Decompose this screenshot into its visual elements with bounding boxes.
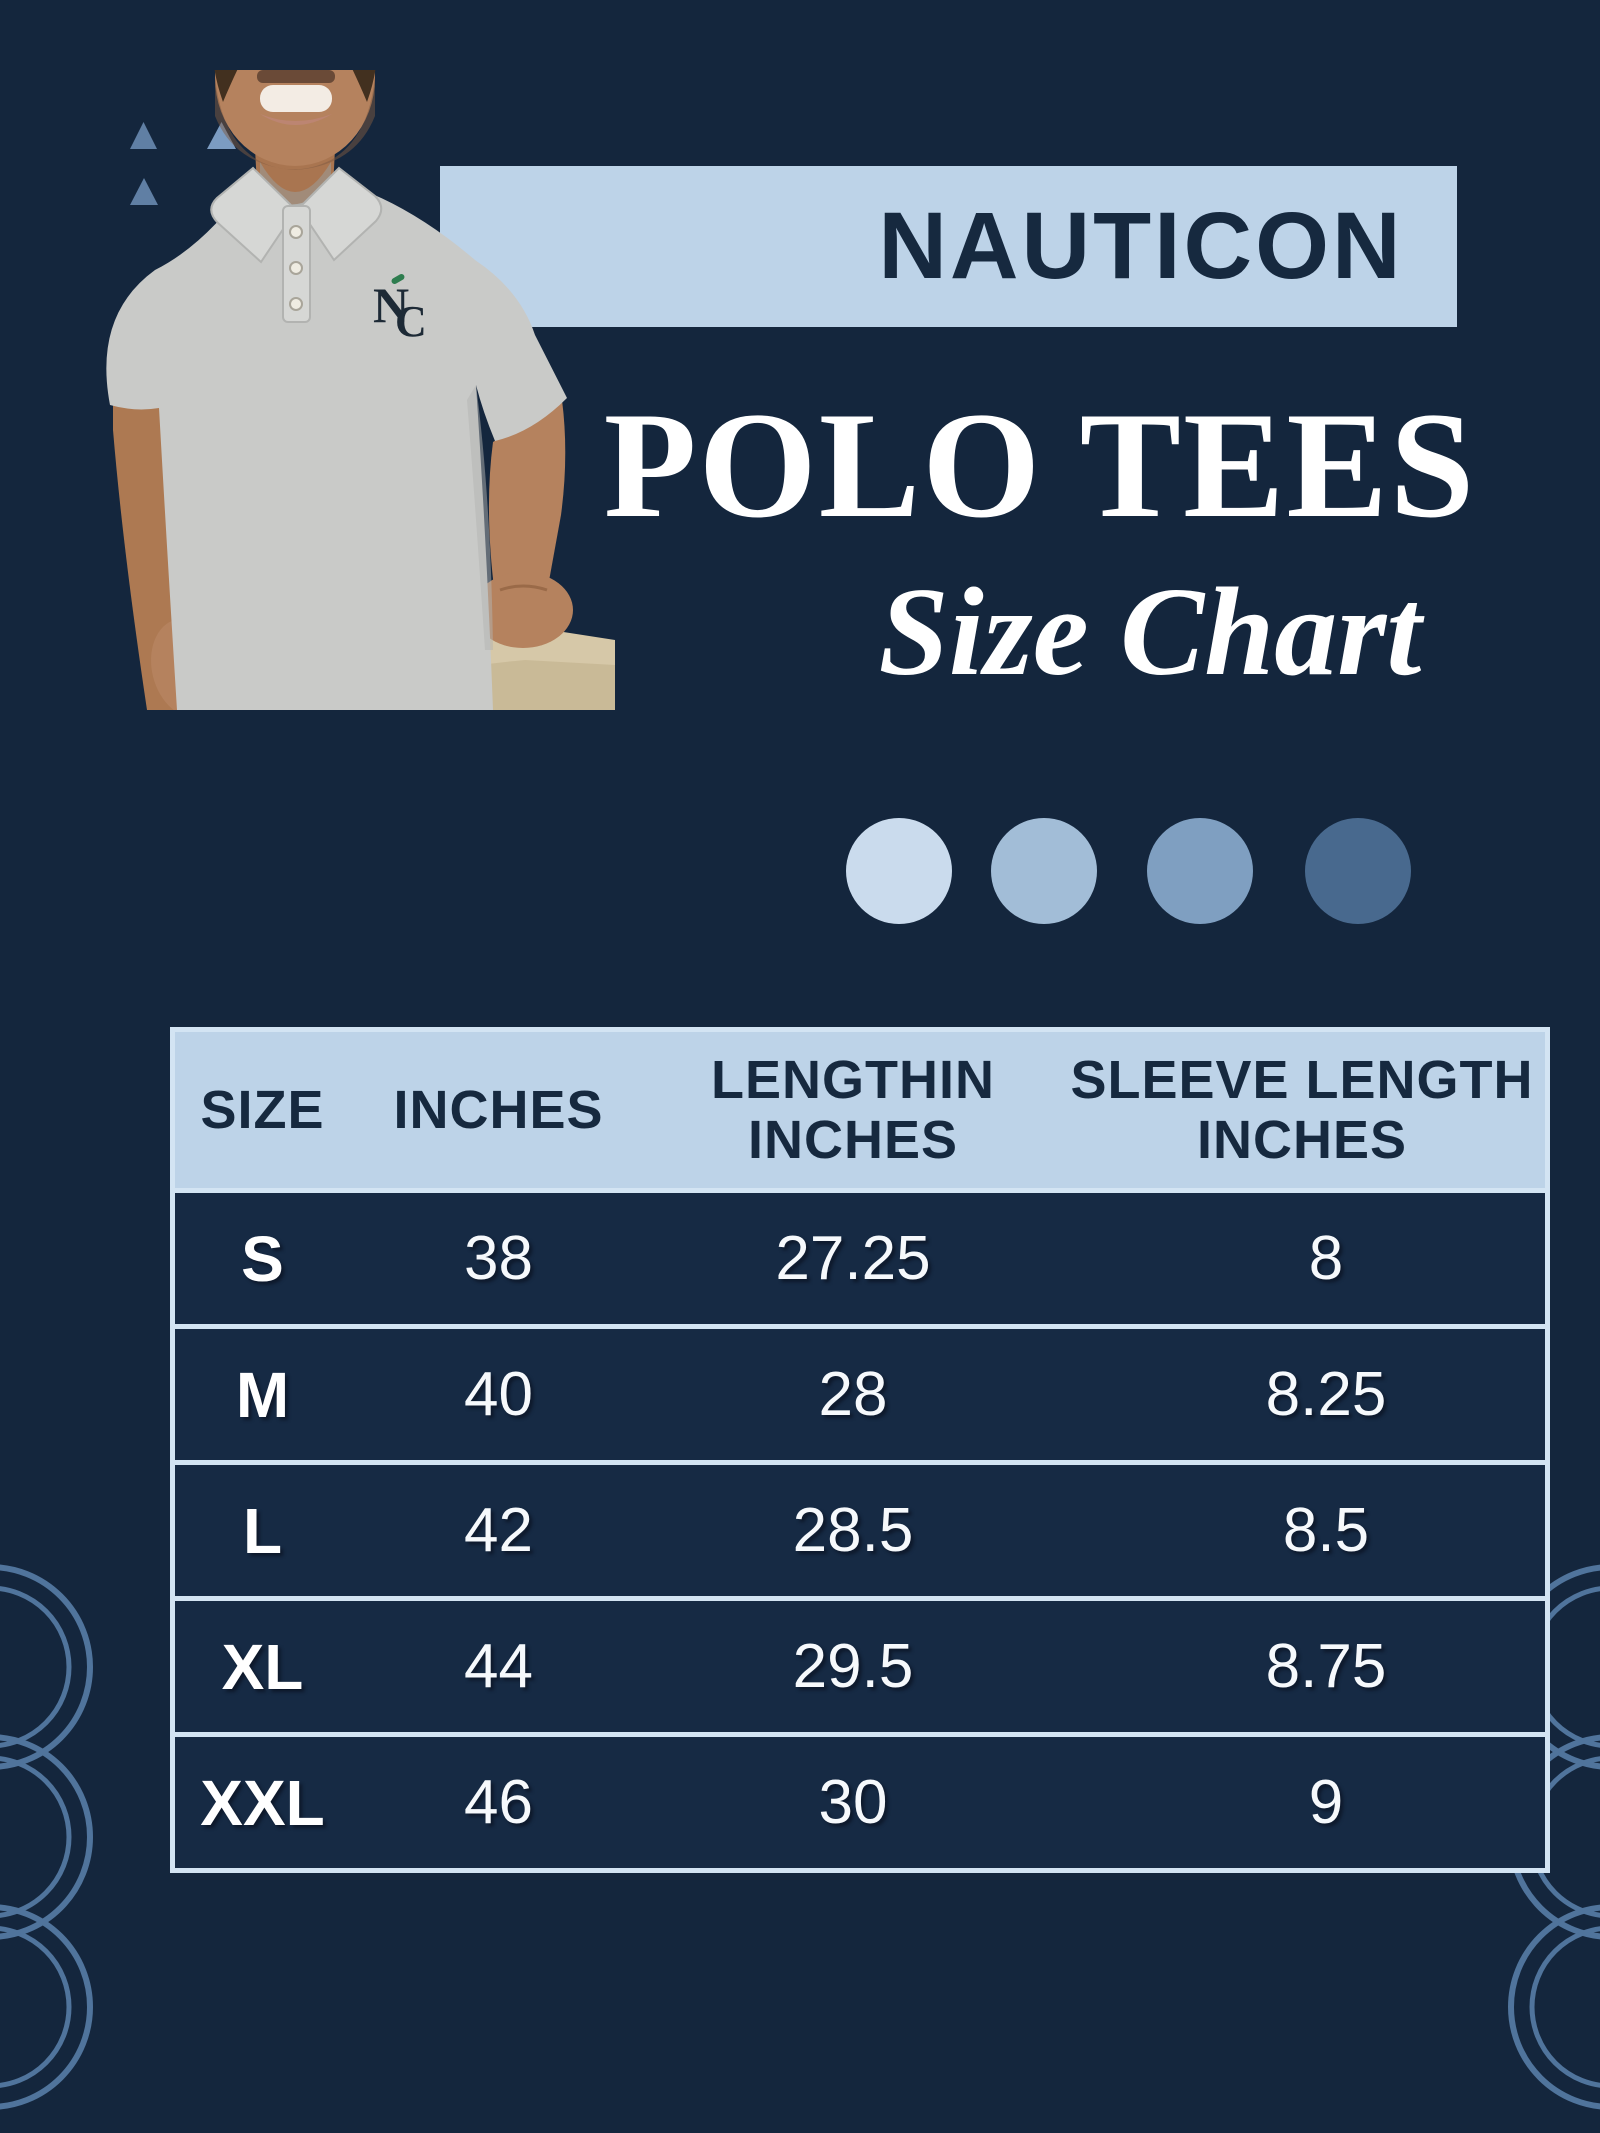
cell-size: M: [175, 1324, 350, 1460]
cell-sleeve: 8.5: [1059, 1460, 1545, 1596]
cell-size: XXL: [175, 1732, 350, 1868]
header-line: INCHES: [1196, 1110, 1408, 1170]
brand-banner: [440, 166, 1457, 327]
monogram-leaf-accent: [391, 274, 405, 284]
cell-chest: 38: [350, 1188, 647, 1324]
shirt-button: [289, 261, 303, 275]
cell-size: XL: [175, 1596, 350, 1732]
model-right-forearm: [488, 400, 566, 596]
smile: [260, 85, 332, 112]
header-line: LENGTHIN: [711, 1050, 995, 1110]
cell-size: L: [175, 1460, 350, 1596]
poster-title: POLO TEES: [603, 381, 1477, 549]
header-line: SLEEVE LENGTH: [1070, 1050, 1534, 1110]
shirt-button: [289, 297, 303, 311]
lower-lip: [260, 114, 332, 125]
polo-model-illustration: N C: [106, 70, 615, 710]
brand-name: NAUTICON: [878, 193, 1404, 299]
cell-length: 27.25: [647, 1188, 1059, 1324]
cell-length: 28.5: [647, 1460, 1059, 1596]
cell-chest: 46: [350, 1732, 647, 1868]
ring-decoration-left: [0, 1564, 93, 2110]
monogram-c: C: [395, 297, 427, 346]
cell-chest: 42: [350, 1460, 647, 1596]
cell-length: 28: [647, 1324, 1059, 1460]
cell-sleeve: 9: [1059, 1732, 1545, 1868]
column-header-inches: INCHES: [350, 1032, 647, 1188]
column-header-size: SIZE: [175, 1032, 350, 1188]
shirt-button: [289, 225, 303, 239]
hair-left: [214, 70, 238, 102]
mustache: [257, 70, 335, 83]
knuckle-shading: [499, 584, 548, 592]
cell-sleeve: 8.75: [1059, 1596, 1545, 1732]
shirt-shading: [467, 385, 493, 650]
palette-dot: [846, 818, 952, 924]
header-line: INCHES: [747, 1110, 959, 1170]
palette-dot: [1147, 818, 1253, 924]
column-header-length: LENGTHIN INCHES: [647, 1032, 1059, 1188]
poster-subtitle: Size Chart: [878, 563, 1422, 702]
model-head: [215, 70, 375, 166]
cell-sleeve: 8: [1059, 1188, 1545, 1324]
cell-chest: 40: [350, 1324, 647, 1460]
collar-left: [210, 166, 298, 264]
column-header-sleeve: SLEEVE LENGTH INCHES: [1059, 1032, 1545, 1188]
cell-chest: 44: [350, 1596, 647, 1732]
size-chart-table: SIZE INCHES LENGTHIN INCHES SLEEVE LENGT…: [170, 1027, 1550, 1873]
hair-right: [352, 70, 376, 102]
monogram-n: N: [373, 277, 409, 333]
cell-size: S: [175, 1188, 350, 1324]
polo-shirt: [106, 180, 568, 710]
collar-right: [297, 166, 383, 262]
model-right-fist: [473, 572, 573, 648]
palette-dot: [991, 818, 1097, 924]
header-line: INCHES: [393, 1080, 604, 1140]
cell-length: 29.5: [647, 1596, 1059, 1732]
palette-dot: [1305, 818, 1411, 924]
header-line: SIZE: [200, 1080, 325, 1140]
model-photo: N C: [55, 70, 615, 710]
cell-sleeve: 8.25: [1059, 1324, 1545, 1460]
cell-length: 30: [647, 1732, 1059, 1868]
